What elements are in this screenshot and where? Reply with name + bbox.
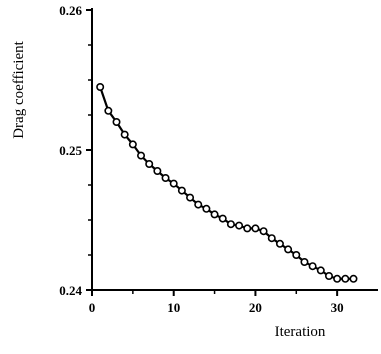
data-point [104, 106, 113, 115]
data-point [341, 274, 350, 283]
data-point [120, 130, 129, 139]
x-tick-label: 30 [331, 300, 344, 315]
y-tick-label: 0.25 [59, 143, 82, 158]
x-tick-label: 0 [89, 300, 96, 315]
data-point [349, 274, 358, 283]
data-point [194, 200, 203, 209]
data-point [210, 210, 219, 219]
x-tick-label: 10 [167, 300, 180, 315]
data-point [186, 193, 195, 202]
y-axis-title: Drag coefficient [11, 40, 27, 138]
y-tick-label: 0.26 [59, 3, 82, 18]
data-point [284, 245, 293, 254]
data-point [259, 227, 268, 236]
data-point [128, 140, 137, 149]
x-ticks: 0 10 20 30 [89, 290, 344, 315]
data-point [169, 179, 178, 188]
data-point [267, 234, 276, 243]
x-axis-title: Iteration [275, 324, 326, 340]
data-point [316, 266, 325, 275]
y-tick-label: 0.24 [59, 283, 82, 298]
data-point [145, 160, 154, 169]
data-point [202, 204, 211, 213]
data-point [161, 174, 170, 183]
series-line [99, 86, 354, 280]
series-layer [96, 83, 358, 283]
data-point [308, 262, 317, 271]
data-point [226, 220, 235, 229]
data-point [292, 251, 301, 260]
data-point [251, 224, 260, 233]
data-point [243, 224, 252, 233]
data-point [177, 186, 186, 195]
data-point [235, 221, 244, 230]
data-point [300, 257, 309, 266]
y-ticks: 0.24 0.25 0.26 [59, 3, 92, 298]
data-point [333, 274, 342, 283]
x-tick-label: 20 [249, 300, 262, 315]
data-point [137, 151, 146, 160]
data-point [324, 271, 333, 280]
data-point [153, 167, 162, 176]
data-point [96, 83, 105, 92]
data-point [275, 239, 284, 248]
data-point [218, 214, 227, 223]
data-point [112, 118, 121, 127]
